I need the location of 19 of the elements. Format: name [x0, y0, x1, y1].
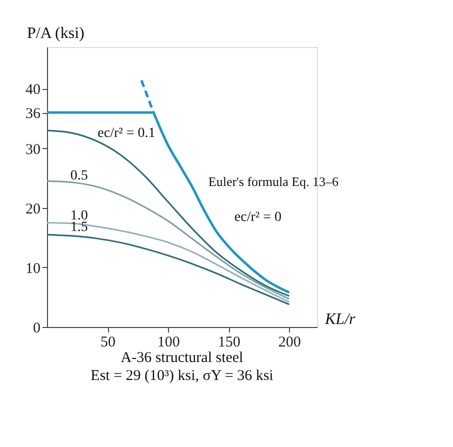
text: Est = 29 (10³) ksi, σY = 36 ksi	[90, 368, 274, 384]
y-tick-label: 30	[26, 142, 40, 158]
series-label: 1.5	[70, 220, 88, 236]
series-label: ec/r² = 0.1	[98, 126, 156, 142]
x-tick-label: 200	[278, 334, 301, 350]
x-axis-title: KL/r	[324, 311, 356, 328]
series-label: 0.5	[70, 168, 88, 184]
annotation: ec/r² = 0	[234, 210, 282, 225]
series-label: Euler's formula Eq. 13–6	[208, 174, 340, 189]
x-tick-label: 100	[157, 334, 180, 350]
y-axis-title: P/A (ksi)	[27, 25, 84, 42]
y-tick-label: 36	[26, 106, 41, 122]
y-tick-label: 10	[26, 260, 40, 277]
y-tick-label: 20	[26, 201, 40, 218]
x-tick-label: 50	[100, 334, 116, 350]
text: A-36 structural steel	[120, 350, 244, 366]
x-tick-label: 150	[218, 334, 240, 350]
y-tick-label: 40	[26, 82, 40, 98]
y-tick-label: 0	[33, 320, 40, 336]
